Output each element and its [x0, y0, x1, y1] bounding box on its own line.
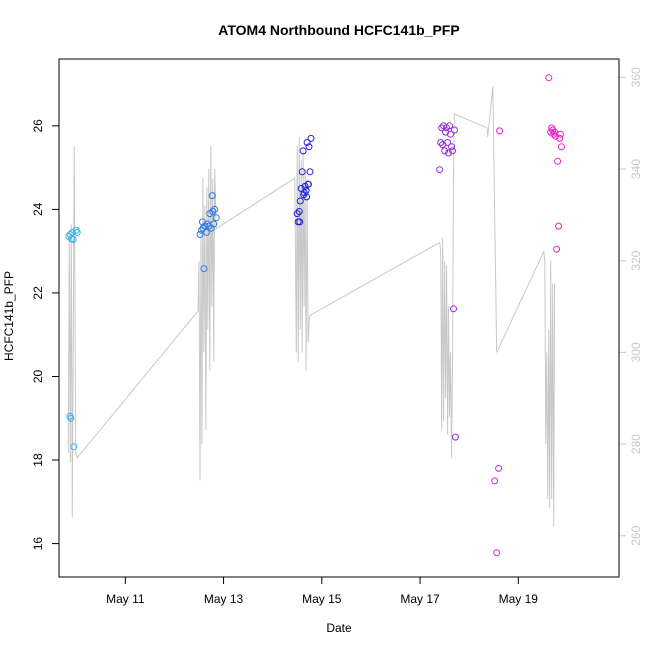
data-point	[555, 222, 563, 230]
data-point	[493, 549, 501, 557]
data-point	[298, 168, 306, 176]
y-right-tick-label: 260	[629, 525, 643, 545]
data-point	[296, 197, 304, 205]
x-axis-label: Date	[326, 621, 352, 635]
data-point	[496, 127, 504, 135]
data-point	[495, 464, 503, 472]
data-point	[293, 210, 301, 218]
data-point	[303, 193, 311, 201]
data-point	[305, 143, 313, 151]
x-tick-label: May 11	[106, 592, 145, 606]
data-point	[556, 134, 564, 142]
data-point	[553, 245, 561, 253]
data-point	[196, 231, 204, 238]
y-left-tick-label: 26	[31, 119, 45, 133]
data-point	[444, 139, 452, 146]
y-left-tick-label: 18	[31, 453, 45, 467]
data-point	[306, 168, 314, 176]
data-point	[545, 74, 553, 82]
data-point	[211, 205, 219, 213]
data-point	[303, 139, 311, 146]
y-right-tick-label: 280	[629, 434, 643, 454]
x-tick-label: May 15	[302, 592, 342, 606]
plot-frame	[58, 58, 620, 578]
data-point	[199, 224, 207, 232]
data-point	[202, 228, 210, 236]
data-point	[446, 122, 453, 130]
right-axis-series-line	[67, 86, 556, 527]
data-point	[551, 128, 559, 136]
data-point	[210, 220, 218, 228]
data-point	[450, 305, 457, 313]
data-point	[450, 126, 458, 134]
data-point	[554, 157, 562, 165]
data-point	[558, 143, 565, 151]
data-point	[557, 130, 564, 138]
data-point	[448, 143, 455, 151]
x-tick-label: May 17	[400, 592, 440, 606]
y-right-tick-label: 360	[629, 67, 643, 87]
chart-title: ATOM4 Northbound HCFC141b_PFP	[218, 22, 459, 38]
data-point	[70, 443, 78, 451]
data-point	[73, 228, 81, 236]
y-right-tick-label: 320	[629, 250, 643, 270]
data-point	[441, 147, 449, 155]
data-point	[208, 192, 216, 200]
data-point	[299, 147, 307, 155]
data-point	[436, 166, 444, 174]
y-left-tick-label: 16	[31, 537, 45, 551]
data-points-layer	[65, 74, 565, 557]
data-point	[200, 265, 208, 273]
data-point	[451, 433, 459, 441]
data-point	[447, 130, 454, 138]
right-axis-series-layer	[67, 86, 556, 527]
data-point	[67, 414, 75, 422]
data-point	[445, 149, 452, 157]
data-point	[449, 147, 456, 155]
data-point	[68, 228, 76, 236]
y-axis-label: HCFC141b_PFP	[2, 271, 16, 361]
y-left-tick-label: 22	[31, 286, 45, 300]
data-point	[295, 208, 303, 215]
y-left-tick-label: 20	[31, 369, 45, 383]
data-point	[69, 236, 77, 243]
data-point	[437, 139, 445, 146]
data-point	[66, 231, 74, 238]
data-point	[296, 218, 304, 226]
data-point	[212, 214, 220, 222]
x-tick-label: May 19	[499, 592, 539, 606]
data-point	[491, 477, 499, 485]
data-point	[307, 134, 315, 142]
data-point	[438, 124, 446, 132]
y-left-tick-label: 24	[31, 202, 45, 216]
data-point	[549, 126, 557, 134]
data-point	[209, 208, 217, 215]
x-tick-label: May 13	[204, 592, 244, 606]
y-right-tick-label: 340	[629, 159, 643, 179]
data-point	[305, 180, 312, 188]
y-right-tick-label: 300	[629, 342, 643, 362]
